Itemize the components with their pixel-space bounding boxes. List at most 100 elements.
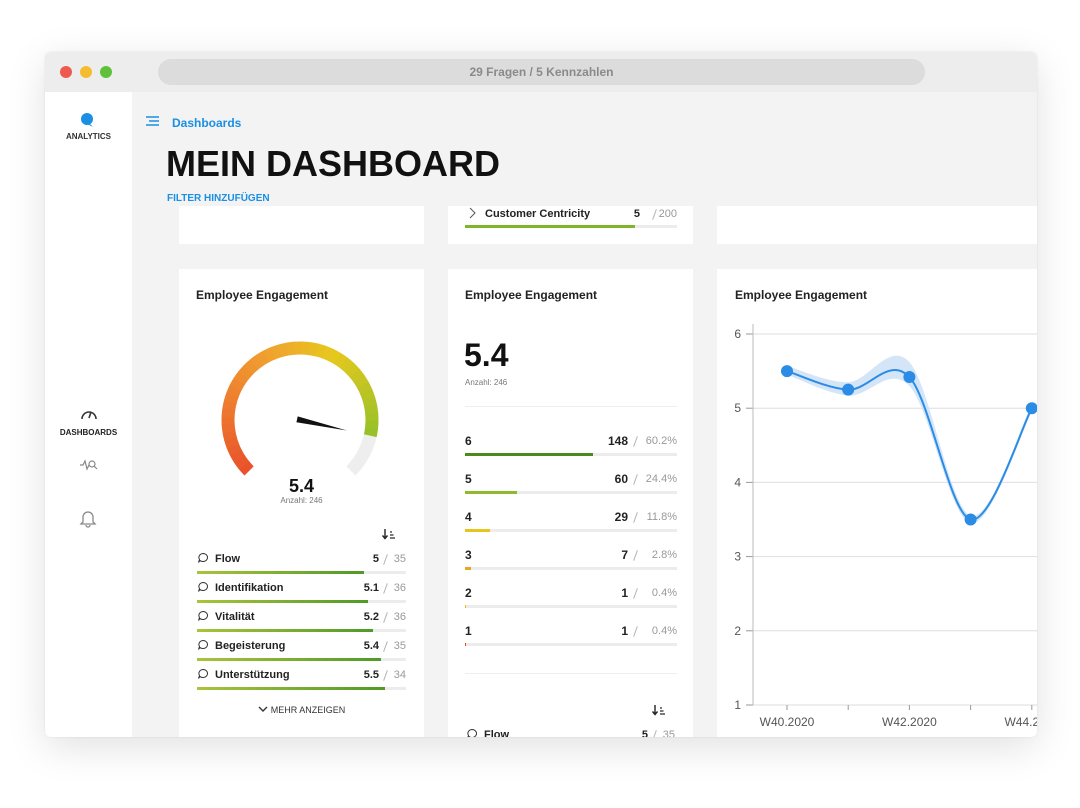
x-tick-label: W44.2020 — [1004, 715, 1037, 729]
gauge-arc — [226, 384, 242, 398]
arrow — [652, 705, 659, 716]
item-score: 5.4 — [363, 640, 379, 652]
chevron — [258, 706, 268, 712]
page-title: MEIN DASHBOARD — [166, 143, 501, 184]
arrow — [382, 529, 389, 540]
answer-percent: 60.2% — [645, 435, 677, 447]
y-tick-label: 5 — [734, 401, 741, 415]
chevron-icon — [469, 207, 476, 219]
item-score: 5.2 — [363, 611, 379, 623]
comment-icon — [198, 639, 208, 650]
chevron — [469, 207, 476, 219]
gauge-arc — [243, 359, 259, 375]
gauge-arc — [344, 362, 361, 378]
address-bar[interactable]: 29 Fragen / 5 Kennzahlen — [158, 59, 925, 85]
item-score: 5 — [641, 729, 648, 737]
header: Dashboards MEIN DASHBOARD FILTER HINZUFÜ… — [132, 92, 1037, 206]
sort-icon[interactable] — [382, 528, 396, 540]
comment-icon — [467, 728, 477, 737]
separator — [383, 554, 388, 565]
bar — [197, 571, 365, 574]
gauge-arc — [222, 429, 237, 441]
y-tick-label: 2 — [734, 624, 741, 638]
x-tick-label: W40.2020 — [760, 715, 815, 729]
item-score: 5 — [633, 208, 640, 220]
gauge-arc — [222, 399, 237, 411]
answer: 3 — [465, 548, 472, 562]
close-button[interactable] — [60, 66, 72, 78]
notifications-icon[interactable] — [78, 508, 98, 528]
answer-percent: 24.4% — [645, 473, 677, 485]
menu-icon[interactable] — [144, 115, 162, 127]
bar — [465, 491, 517, 494]
answer-percent: 0.4% — [651, 587, 677, 599]
item-count: 35 — [662, 729, 675, 737]
x-tick-label: W42.2020 — [882, 715, 937, 729]
gauge-arc — [339, 357, 355, 373]
comment-icon — [198, 668, 208, 679]
gauge-arc — [256, 350, 271, 366]
bubble — [198, 639, 208, 650]
answer: 5 — [465, 472, 472, 486]
separator — [633, 436, 638, 447]
dashboards-icon[interactable] — [79, 406, 99, 422]
gauge-arc — [308, 342, 320, 357]
count-label: Anzahl: 246 — [465, 378, 508, 387]
analysis-icon[interactable] — [79, 458, 99, 472]
card-title: Employee Engagement — [196, 288, 329, 302]
item-score: 5.5 — [363, 669, 379, 681]
gauge-arc — [238, 364, 254, 380]
bar — [197, 658, 381, 661]
answer-percent: 2.8% — [651, 549, 677, 561]
gauge-arc — [263, 346, 277, 363]
gauge-arc — [270, 344, 283, 360]
gauge-arc — [229, 377, 246, 392]
bar-track — [465, 643, 677, 646]
gauge-arc — [221, 407, 236, 418]
card — [179, 200, 424, 244]
answer: 4 — [465, 510, 472, 524]
gauge-arc — [221, 422, 236, 433]
maximize-button[interactable] — [100, 66, 112, 78]
breadcrumb[interactable]: Dashboards — [172, 116, 242, 130]
gauge-arc — [360, 389, 376, 402]
browser-window: 29 Fragen / 5 Kennzahlen ANALYTICS DASHB… — [45, 52, 1037, 737]
filter-button[interactable]: FILTER HINZUFÜGEN — [167, 193, 270, 204]
item-count: 34 — [393, 669, 406, 681]
gauge-arc — [353, 375, 370, 390]
line — [786, 369, 1033, 521]
distribution-card: Employee Engagement 5.4 Anzahl: 246 6 148… — [448, 269, 693, 737]
item-count: 35 — [393, 640, 406, 652]
chart: 1 2 3 4 5 6 W40.2020 W42.2020 W44.2020 — [734, 324, 1037, 729]
score: 5.4 — [464, 337, 509, 373]
show-more-label: MEHR ANZEIGEN — [270, 704, 346, 715]
gauge-arc — [278, 342, 290, 358]
minimize-button[interactable] — [80, 66, 92, 78]
bar — [465, 225, 635, 228]
gauge-card: Employee Engagement 5.4 Anzahl: 246 Flow 5 3… — [179, 269, 424, 737]
sort-icon[interactable] — [652, 704, 666, 716]
gauge-arc — [333, 352, 349, 369]
bar-track — [465, 605, 677, 608]
count-label: Anzahl: 246 — [280, 496, 323, 505]
score: 5.4 — [288, 476, 315, 496]
answer-percent: 11.8% — [646, 511, 677, 523]
logo-icon — [81, 113, 93, 127]
y-tick-label: 3 — [734, 550, 741, 564]
point — [781, 365, 793, 378]
answer-count: 1 — [621, 586, 628, 600]
gauge-arc — [223, 391, 239, 404]
item-count: 35 — [393, 553, 406, 565]
gauge-arc — [226, 442, 242, 456]
bar — [197, 600, 369, 603]
item-name: Identifikation — [215, 582, 284, 594]
show-more[interactable]: MEHR ANZEIGEN — [179, 701, 424, 719]
gauge-arc — [249, 354, 265, 370]
bubble — [198, 581, 208, 592]
nav-label[interactable]: DASHBOARDS — [59, 428, 118, 437]
card: Customer Centricity 5 200 — [448, 200, 693, 244]
gauge-arc — [327, 349, 342, 365]
bubble — [467, 728, 477, 737]
answer-count: 7 — [621, 548, 628, 562]
gauge-arc — [363, 427, 378, 438]
